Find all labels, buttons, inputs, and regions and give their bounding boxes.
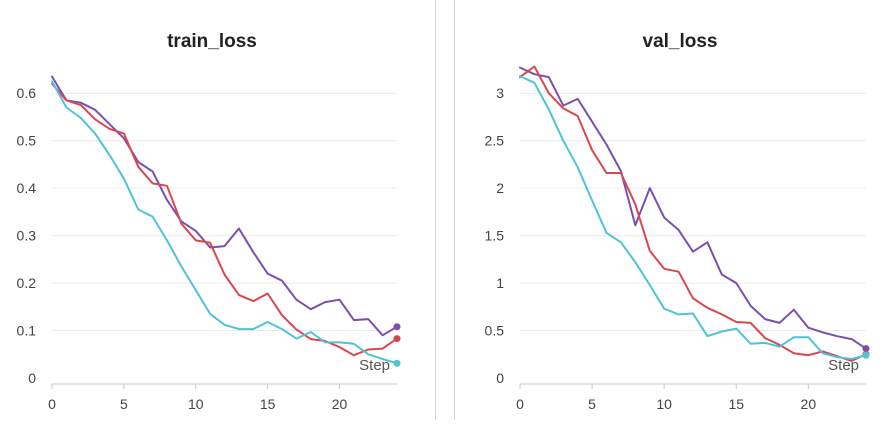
x-axis-label: Step xyxy=(359,357,390,374)
val-loss-chart: val_loss 0 0.5 1 1.5 2 2.5 3 0 5 10 15 20 Step xyxy=(485,31,870,412)
y-tick-label: 0.5 xyxy=(485,323,505,339)
y-tick-label: 1.5 xyxy=(485,228,505,244)
series-endpoint-marker xyxy=(862,351,870,359)
series-line xyxy=(51,75,398,337)
x-tick-label: 10 xyxy=(656,396,672,412)
x-tick-label: 0 xyxy=(48,396,56,412)
y-tick-label: 0.5 xyxy=(17,133,37,149)
y-tick-label: 0.4 xyxy=(17,180,37,196)
series-endpoint-marker xyxy=(862,345,870,353)
series-line xyxy=(51,80,398,365)
panel-divider xyxy=(433,0,455,420)
train-loss-chart: train_loss 0 0.1 0.2 0.3 0.4 0.5 0.6 0 5 10 15 20 Ste… xyxy=(17,31,401,412)
series-line xyxy=(519,75,867,360)
divider-line xyxy=(454,0,455,420)
series-line xyxy=(51,82,398,357)
chart-title: train_loss xyxy=(167,31,257,52)
y-tick-label: 0.1 xyxy=(17,323,37,339)
y-tick-label: 0.2 xyxy=(17,275,37,291)
x-tick-label: 20 xyxy=(801,396,817,412)
x-tick-label: 15 xyxy=(260,396,276,412)
x-tick-label: 20 xyxy=(332,396,348,412)
series-endpoint-marker xyxy=(393,359,401,367)
y-tick-label: 1 xyxy=(496,275,504,291)
series-line xyxy=(519,66,867,350)
y-tick-label: 2 xyxy=(496,180,504,196)
y-tick-label: 3 xyxy=(496,85,504,101)
x-tick-label: 0 xyxy=(516,396,524,412)
train-loss-panel: train_loss 0 0.1 0.2 0.3 0.4 0.5 0.6 0 5 10 15 20 Ste… xyxy=(0,0,430,420)
x-tick-label: 5 xyxy=(588,396,596,412)
y-tick-label: 0 xyxy=(28,370,36,386)
series-endpoint-marker xyxy=(393,323,401,331)
y-tick-label: 0 xyxy=(496,370,504,386)
y-tick-label: 2.5 xyxy=(485,133,505,149)
y-tick-label: 0.6 xyxy=(17,85,37,101)
series-line xyxy=(519,65,867,362)
series-endpoint-marker xyxy=(393,335,401,343)
val-loss-panel: val_loss 0 0.5 1 1.5 2 2.5 3 0 5 10 15 20 Step xyxy=(459,0,896,420)
x-tick-label: 5 xyxy=(120,396,128,412)
y-tick-label: 0.3 xyxy=(17,228,37,244)
x-tick-label: 15 xyxy=(728,396,744,412)
x-axis-label: Step xyxy=(828,357,859,374)
x-tick-label: 10 xyxy=(188,396,204,412)
chart-title: val_loss xyxy=(643,31,718,52)
divider-line xyxy=(435,0,436,420)
